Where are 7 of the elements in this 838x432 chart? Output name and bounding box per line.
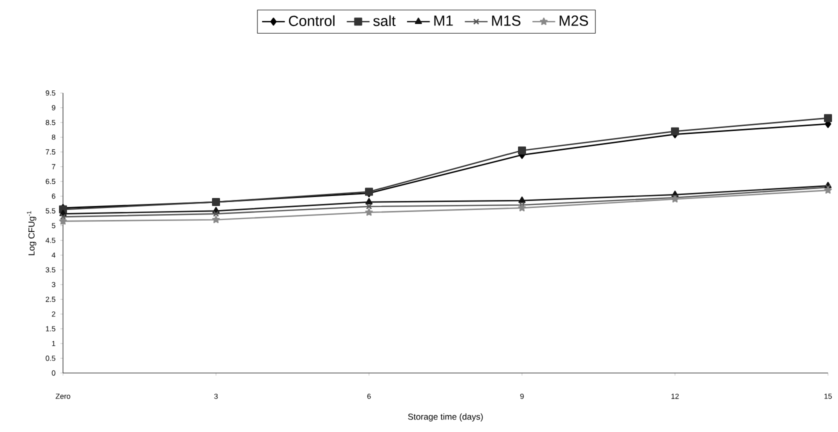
legend-label: M2S <box>560 16 588 26</box>
legend-label: salt <box>373 15 396 26</box>
y-axis-title: Log CFUg$^{-1}$ <box>26 211 36 256</box>
legend-label: M1S <box>492 16 520 26</box>
legend-label: M1 <box>434 16 453 26</box>
x-axis-title: Storage time (days) <box>408 413 483 422</box>
legend-label: Control <box>288 15 334 26</box>
